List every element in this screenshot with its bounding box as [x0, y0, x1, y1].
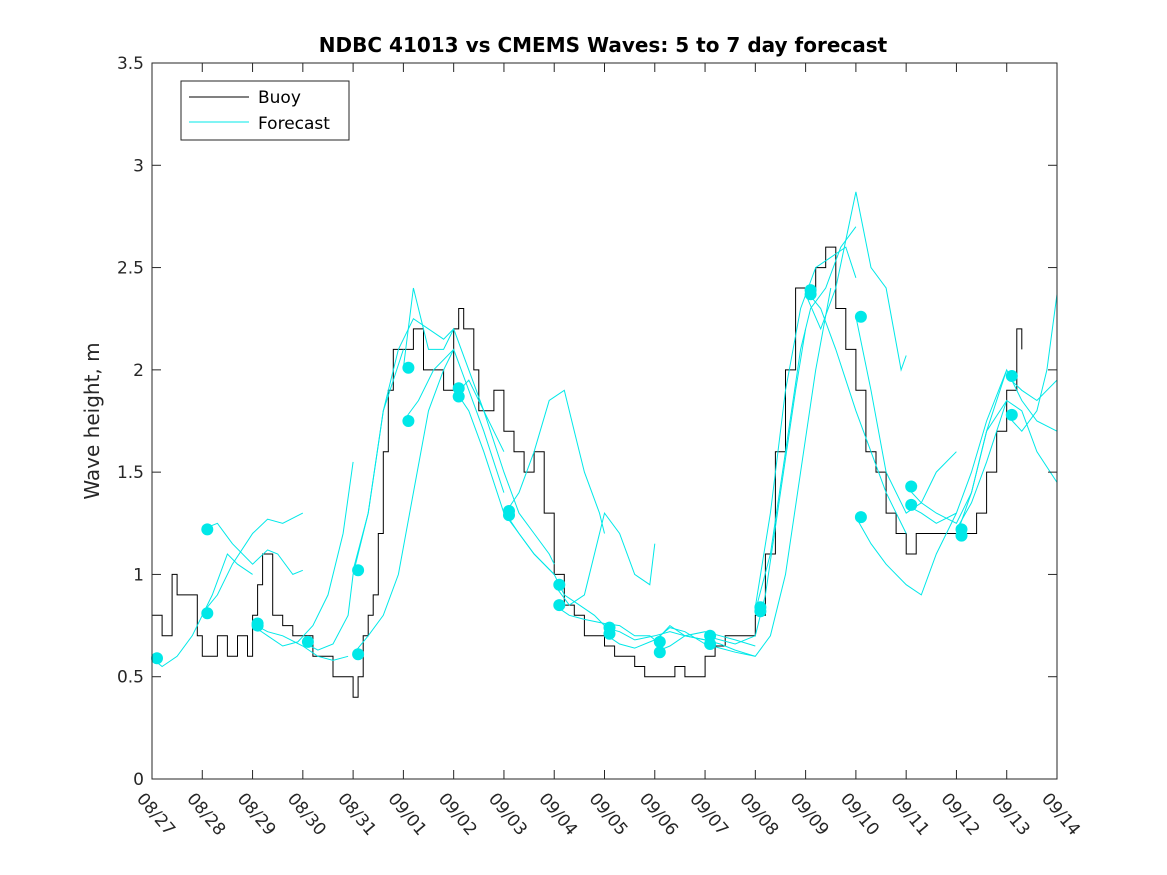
legend: Buoy Forecast — [180, 80, 350, 141]
forecast-series-line — [704, 287, 832, 657]
forecast-series-line — [654, 635, 756, 657]
y-tick-label: 0 — [133, 770, 144, 790]
forecast-series-line — [453, 379, 555, 565]
y-tick-label: 3 — [133, 156, 144, 176]
forecast-start-marker — [804, 288, 817, 301]
legend-buoy-label: Buoy — [258, 88, 301, 108]
forecast-start-marker — [553, 578, 566, 591]
plot-series — [151, 191, 1058, 698]
forecast-series-line — [1006, 294, 1058, 432]
forecast-start-marker — [704, 638, 717, 650]
forecast-start-marker — [653, 635, 666, 648]
forecast-start-marker — [402, 415, 415, 427]
forecast-start-marker — [704, 629, 717, 642]
buoy-series-line — [152, 246, 1023, 698]
forecast-start-marker — [955, 529, 968, 542]
forecast-start-marker — [1005, 408, 1018, 421]
forecast-start-marker — [1005, 370, 1018, 382]
chart-title: NDBC 41013 vs CMEMS Waves: 5 to 7 day fo… — [319, 33, 888, 57]
y-tick-label: 2 — [133, 361, 144, 381]
forecast-start-marker — [452, 390, 465, 403]
y-tick-label: 0.5 — [117, 668, 144, 688]
forecast-start-marker — [653, 646, 666, 659]
forecast-start-marker — [452, 382, 465, 395]
forecast-start-marker — [553, 599, 566, 612]
y-tick-label: 1 — [133, 565, 144, 585]
forecast-series-line — [252, 623, 349, 661]
forecast-series-line — [202, 522, 303, 576]
forecast-start-marker — [201, 607, 214, 620]
legend-forecast-label: Forecast — [258, 114, 330, 134]
forecast-start-marker — [201, 523, 214, 536]
forecast-series-line — [402, 287, 505, 452]
forecast-series-line — [855, 512, 957, 596]
forecast-series-line — [855, 316, 957, 514]
y-tick-label: 3.5 — [117, 54, 144, 74]
forecast-series-line — [805, 289, 907, 534]
forecast-start-marker — [854, 511, 867, 524]
forecast-start-marker — [503, 509, 515, 522]
forecast-start-marker — [754, 605, 767, 618]
forecast-start-marker — [352, 648, 365, 661]
forecast-start-marker — [301, 635, 314, 648]
y-tick-label: 1.5 — [117, 463, 144, 483]
forecast-start-marker — [603, 627, 616, 640]
forecast-start-marker — [854, 310, 867, 323]
forecast-series-line — [905, 369, 1008, 524]
forecast-series-line — [352, 349, 455, 655]
forecast-series-line — [201, 512, 304, 614]
y-tick-label: 2.5 — [117, 259, 144, 279]
forecast-series-line — [252, 461, 354, 647]
forecast-series-line — [955, 399, 1058, 530]
forecast-series-line — [654, 624, 756, 647]
legend-box — [180, 80, 350, 141]
forecast-start-marker — [905, 498, 918, 511]
forecast-start-marker — [251, 619, 264, 632]
forecast-series-line — [805, 191, 907, 372]
forecast-series-line — [955, 368, 1058, 536]
forecast-start-marker — [905, 480, 918, 493]
forecast-start-marker — [352, 564, 365, 577]
y-axis-label: Wave height, m — [80, 342, 104, 499]
forecast-series-line — [402, 348, 505, 493]
forecast-series-line — [1006, 375, 1058, 402]
forecast-series-line — [503, 389, 605, 534]
forecast-series-line — [754, 226, 857, 612]
forecast-start-marker — [151, 652, 163, 665]
forecast-series-line — [553, 511, 656, 606]
forecast-series-line — [352, 317, 455, 571]
forecast-start-marker — [402, 361, 415, 374]
